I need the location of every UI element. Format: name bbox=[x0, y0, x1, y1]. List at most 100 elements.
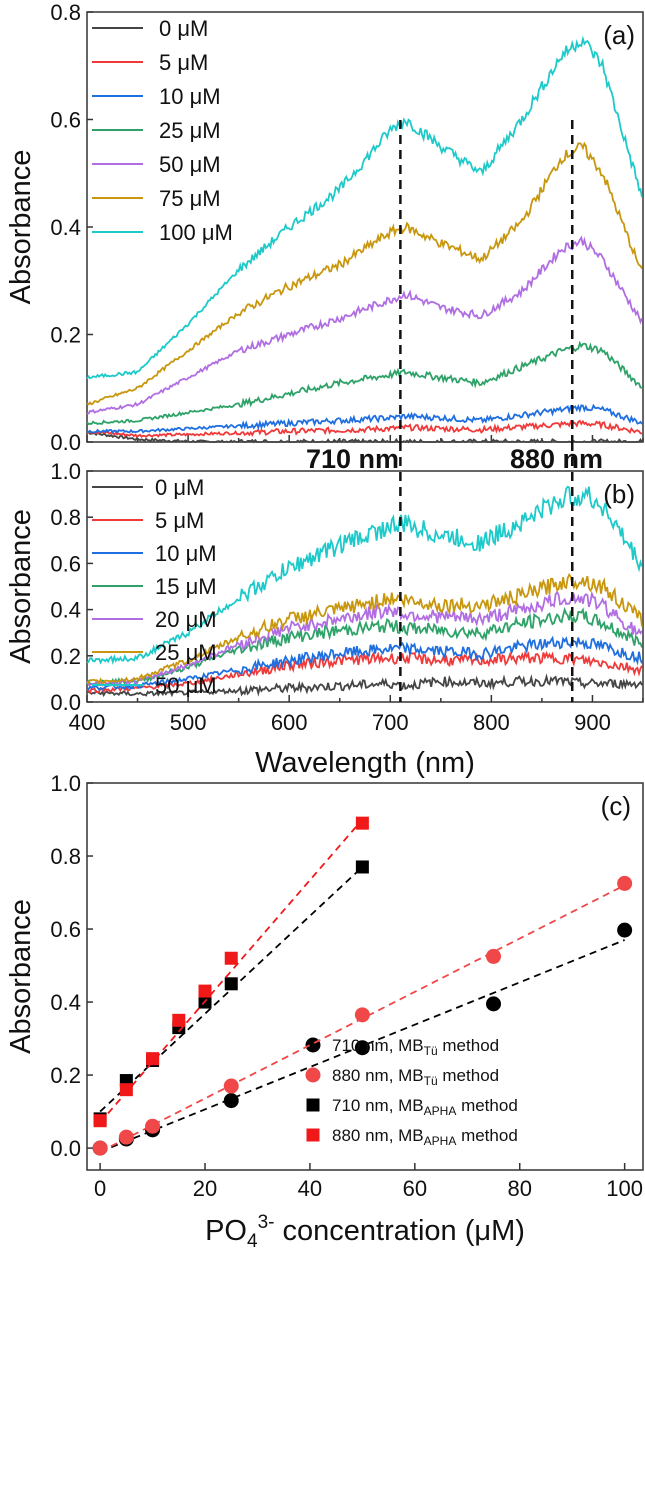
legend-marker bbox=[305, 1037, 321, 1053]
series-line-5M bbox=[86, 419, 643, 438]
y-tick-label: 1.0 bbox=[50, 771, 81, 796]
x-tick-label: 800 bbox=[473, 710, 510, 735]
data-point-circle bbox=[486, 948, 502, 964]
series-line-50M bbox=[86, 485, 643, 666]
legend-label: 20 μM bbox=[155, 607, 217, 632]
panel-label: (b) bbox=[603, 479, 635, 509]
legend-label: 50 μM bbox=[159, 152, 221, 177]
y-tick-label: 0.0 bbox=[50, 1136, 81, 1161]
series-line-100M bbox=[86, 35, 643, 380]
x-tick-label: 700 bbox=[372, 710, 409, 735]
plot-frame bbox=[86, 470, 644, 703]
series-line-5M bbox=[86, 650, 643, 694]
legend-label: 0 μM bbox=[155, 475, 204, 500]
y-tick-label: 0.8 bbox=[50, 844, 81, 869]
data-point-square bbox=[198, 984, 212, 998]
y-tick-label: 0.6 bbox=[50, 108, 81, 133]
data-point-circle bbox=[145, 1118, 161, 1134]
x-axis-label: PO43- concentration (μM) bbox=[205, 1212, 525, 1252]
legend-label: 880 nm, MBAPHA method bbox=[332, 1126, 518, 1148]
legend-label-tail: method bbox=[456, 1096, 517, 1115]
data-point-square bbox=[355, 860, 369, 874]
legend-label: 710 nm, MBTü method bbox=[332, 1036, 499, 1058]
data-point-circle bbox=[92, 1140, 108, 1156]
legend-label: 5 μM bbox=[159, 50, 208, 75]
x-tick-label: 0 bbox=[94, 1176, 106, 1201]
legend-label: 15 μM bbox=[155, 574, 217, 599]
data-point-circle bbox=[118, 1129, 134, 1145]
y-tick-label: 0.4 bbox=[50, 215, 81, 240]
data-point-square bbox=[93, 1114, 107, 1128]
legend-label-tail: method bbox=[456, 1126, 517, 1145]
data-point-square bbox=[146, 1052, 160, 1066]
legend-label-main: 710 nm, MB bbox=[332, 1096, 424, 1115]
series-line-0M bbox=[86, 673, 643, 698]
series-line-25M bbox=[86, 572, 643, 686]
plot-frame bbox=[86, 782, 644, 1171]
y-tick-label: 0.4 bbox=[50, 598, 81, 623]
legend-marker bbox=[306, 1098, 320, 1112]
y-tick-label: 0.6 bbox=[50, 917, 81, 942]
legend-label-sub: APHA bbox=[424, 1104, 457, 1118]
legend-label: 100 μM bbox=[159, 220, 233, 245]
legend-label: 25 μM bbox=[155, 640, 217, 665]
panel-label: (c) bbox=[601, 791, 631, 821]
x-label-sub: 4 bbox=[247, 1231, 258, 1252]
legend-label-tail: method bbox=[438, 1036, 499, 1055]
data-point-circle bbox=[617, 922, 633, 938]
x-tick-label: 60 bbox=[403, 1176, 427, 1201]
fit-line bbox=[99, 818, 364, 1124]
y-tick-label: 0.6 bbox=[50, 551, 81, 576]
x-tick-label: 80 bbox=[507, 1176, 531, 1201]
data-point-circle bbox=[486, 996, 502, 1012]
legend-label: 50 μM bbox=[155, 673, 217, 698]
legend-label: 10 μM bbox=[155, 541, 217, 566]
y-axis-label: Absorbance bbox=[5, 150, 37, 305]
legend-label: 5 μM bbox=[155, 508, 204, 533]
x-tick-label: 20 bbox=[193, 1176, 217, 1201]
y-tick-label: 0.2 bbox=[50, 323, 81, 348]
x-label-main: PO bbox=[205, 1215, 247, 1247]
y-axis-label: Absorbance bbox=[5, 899, 37, 1054]
series-line-10M bbox=[86, 635, 643, 691]
legend-marker bbox=[306, 1128, 320, 1142]
y-tick-label: 0.8 bbox=[50, 505, 81, 530]
data-point-square bbox=[224, 951, 238, 965]
legend-label-main: 710 nm, MB bbox=[332, 1036, 424, 1055]
legend-label: 880 nm, MBTü method bbox=[332, 1066, 499, 1088]
panel-label: (a) bbox=[603, 20, 635, 50]
annotation-880nm: 880 nm bbox=[510, 444, 603, 474]
legend-label-tail: method bbox=[438, 1066, 499, 1085]
legend-label: 10 μM bbox=[159, 84, 221, 109]
legend-marker bbox=[305, 1067, 321, 1083]
legend-label-sub: Tü bbox=[424, 1044, 438, 1058]
series-line-50M bbox=[86, 235, 643, 415]
x-label-sup: 3- bbox=[258, 1212, 275, 1233]
data-point-circle bbox=[223, 1078, 239, 1094]
x-tick-label: 400 bbox=[69, 710, 106, 735]
y-tick-label: 0.8 bbox=[50, 0, 81, 25]
series-line-25M bbox=[86, 340, 643, 426]
legend-label-main: 880 nm, MB bbox=[332, 1126, 424, 1145]
series-line-10M bbox=[86, 403, 643, 434]
x-tick-label: 40 bbox=[298, 1176, 322, 1201]
y-tick-label: 0.0 bbox=[50, 690, 81, 715]
x-tick-label: 500 bbox=[170, 710, 207, 735]
x-axis-label: Wavelength (nm) bbox=[255, 747, 475, 779]
data-point-square bbox=[119, 1083, 133, 1097]
x-tick-label: 900 bbox=[574, 710, 611, 735]
y-axis-label: Absorbance bbox=[5, 509, 37, 664]
y-tick-label: 1.0 bbox=[50, 459, 81, 484]
y-tick-label: 0.2 bbox=[50, 644, 81, 669]
data-point-circle bbox=[354, 1040, 370, 1056]
series-line-75M bbox=[86, 141, 643, 406]
data-point-square bbox=[172, 1013, 186, 1027]
annotation-710nm: 710 nm bbox=[306, 444, 399, 474]
legend-label: 710 nm, MBAPHA method bbox=[332, 1096, 518, 1118]
legend-label: 25 μM bbox=[159, 118, 221, 143]
x-label-tail: concentration (μM) bbox=[274, 1215, 524, 1247]
panel-a: 0.0 0.2 0.4 0.6 0.8 0 μM 5 μM 10 μM 25 μM 50 μM 75… bbox=[5, 0, 644, 455]
series-line-20M bbox=[86, 590, 643, 688]
legend-label: 0 μM bbox=[159, 16, 208, 41]
